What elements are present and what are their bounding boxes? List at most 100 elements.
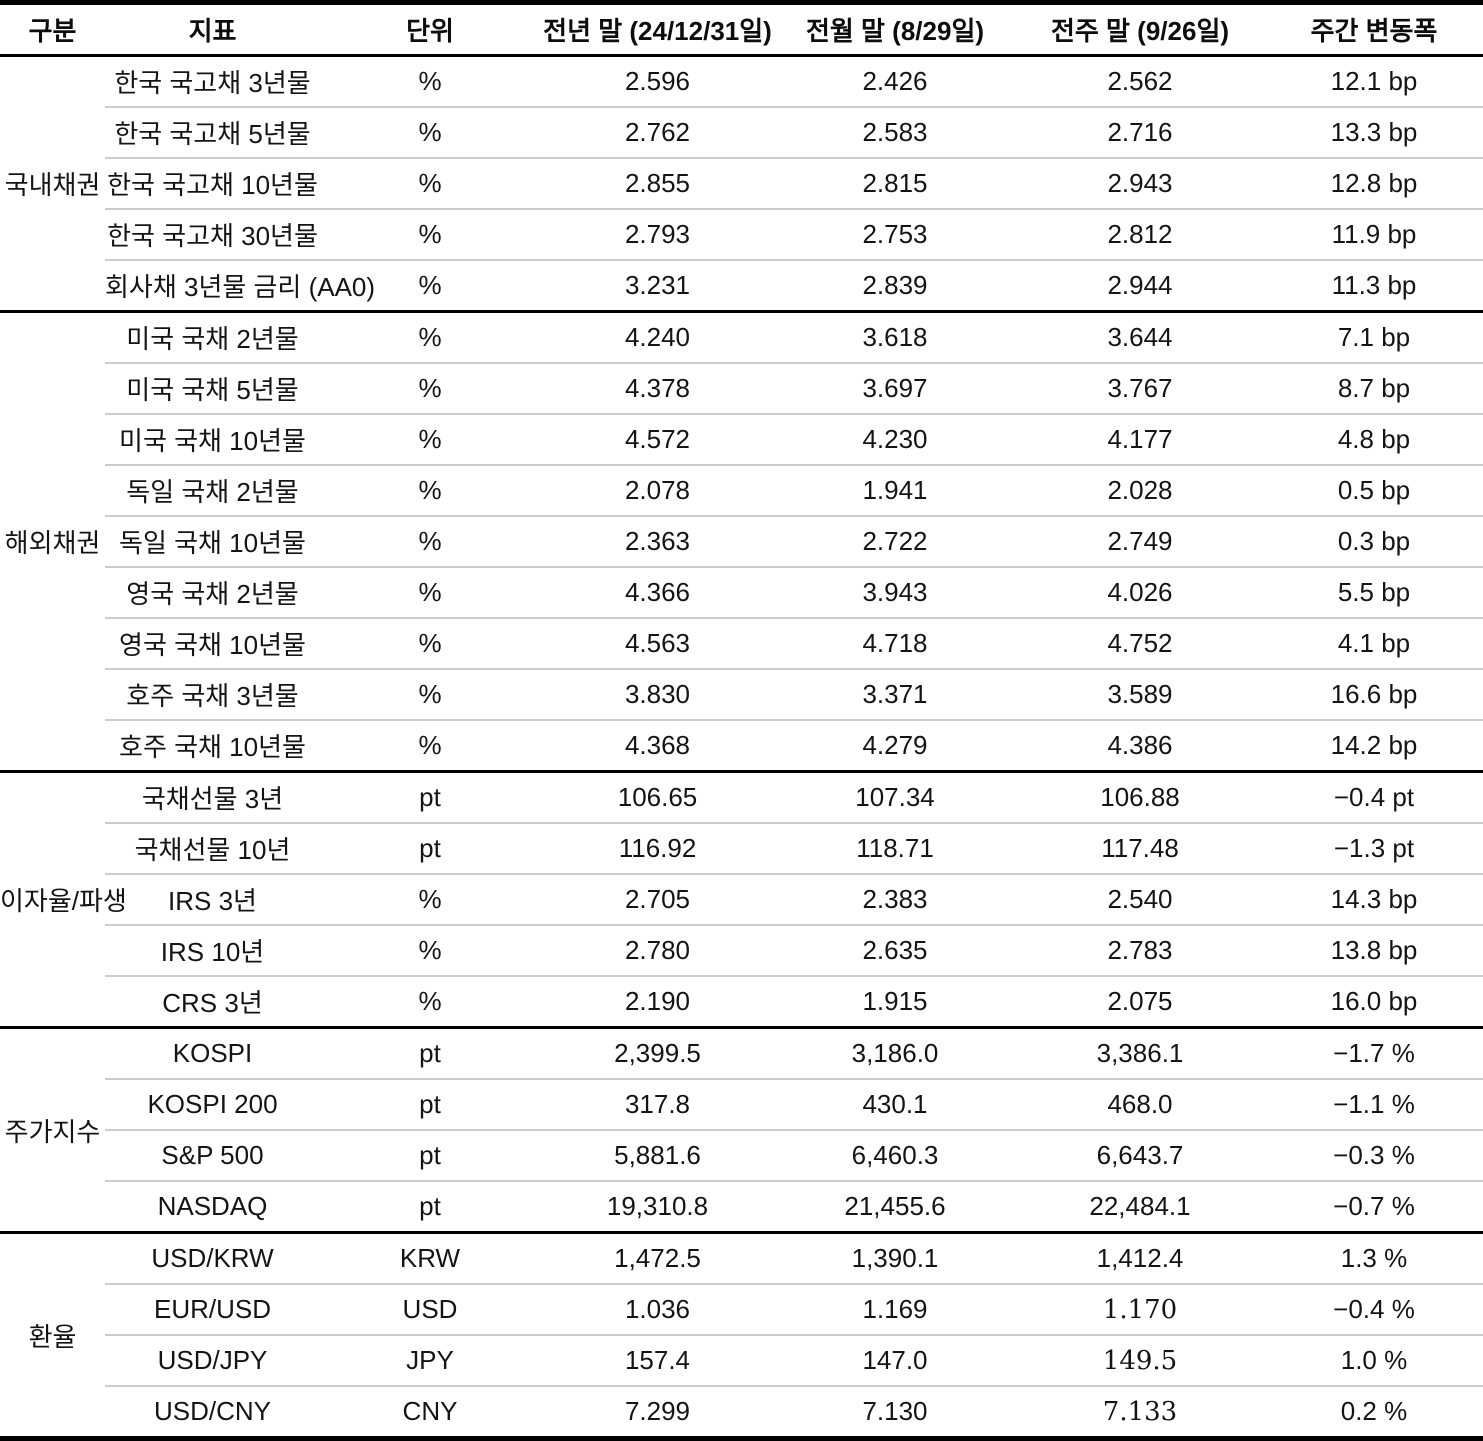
indicator-cell: 한국 국고채 5년물 bbox=[105, 106, 320, 158]
category-cell: 해외채권 bbox=[4, 528, 101, 558]
unit-cell: JPY bbox=[320, 1334, 540, 1386]
indicator-cell: EUR/USD bbox=[105, 1283, 320, 1335]
table-row: 이자율/파생 국채선물 3년 pt 106.65 107.34 106.88 −0.4 pt bbox=[0, 772, 1483, 916]
value-prev-year: 2.762 bbox=[540, 106, 775, 158]
value-prev-week: 1,412.4 bbox=[1096, 1243, 1184, 1273]
indicator-cell: 미국 국채 2년물 bbox=[126, 324, 299, 354]
value-prev-month: 2.753 bbox=[775, 208, 1015, 260]
column-header-weekly-change: 주간 변동폭 bbox=[1265, 2, 1483, 57]
value-prev-year: 2.078 bbox=[540, 464, 775, 516]
value-prev-year: 4.572 bbox=[540, 413, 775, 465]
value-prev-year: 116.92 bbox=[540, 822, 775, 874]
table-row: 국채선물 10년 pt 116.92 118.71 117.48 −1.3 pt bbox=[0, 822, 1483, 874]
value-prev-week: 6,643.7 bbox=[1015, 1129, 1265, 1181]
unit-cell: pt bbox=[419, 1038, 441, 1068]
value-weekly-change: 11.3 bp bbox=[1265, 259, 1483, 312]
indicator-cell: 국채선물 10년 bbox=[105, 822, 320, 874]
category-cell: 주가지수 bbox=[4, 1116, 101, 1147]
table-row: 영국 국채 10년물% 4.563 4.718 4.752 4.1 bp bbox=[0, 617, 1483, 669]
column-header-category: 구분 bbox=[0, 2, 105, 57]
value-prev-month: 2.635 bbox=[775, 924, 1015, 976]
table-row: 주가지수 KOSPI pt 2,399.5 3,186.0 3,386.1 −1.7 % bbox=[0, 1028, 1483, 1147]
unit-cell: % bbox=[320, 566, 540, 618]
value-prev-week: 106.88 bbox=[1100, 782, 1180, 812]
table-row: 영국 국채 2년물% 4.366 3.943 4.026 5.5 bp bbox=[0, 566, 1483, 618]
value-prev-year: 4.366 bbox=[540, 566, 775, 618]
unit-cell: KRW bbox=[399, 1243, 461, 1273]
indicator-cell: USD/JPY bbox=[105, 1334, 320, 1386]
category-cell: 이자율/파생 bbox=[0, 886, 127, 916]
value-weekly-change: 16.6 bp bbox=[1265, 668, 1483, 720]
indicator-cell: 한국 국고채 30년물 bbox=[105, 208, 320, 260]
value-prev-year: 4.368 bbox=[540, 719, 775, 772]
value-prev-year: 5,881.6 bbox=[540, 1129, 775, 1181]
section-국내채권: 국내채권 한국 국고채 3년물% 2.596 2.426 2.562 12.1 bp 한국 … bbox=[0, 55, 1483, 312]
value-prev-month: 4.279 bbox=[775, 719, 1015, 772]
value-prev-month: 118.71 bbox=[775, 822, 1015, 874]
value-prev-year: 2,399.5 bbox=[614, 1038, 701, 1068]
value-prev-year: 2.190 bbox=[540, 975, 775, 1028]
value-prev-month: 147.0 bbox=[775, 1334, 1015, 1386]
value-prev-week: 2.716 bbox=[1015, 106, 1265, 158]
unit-cell: % bbox=[320, 413, 540, 465]
indicator-cell: USD/CNY bbox=[105, 1385, 320, 1439]
value-prev-week: 2.540 bbox=[1015, 873, 1265, 925]
unit-cell: pt bbox=[419, 782, 441, 812]
value-prev-month: 4.230 bbox=[775, 413, 1015, 465]
indicator-cell: 미국 국채 10년물 bbox=[105, 413, 320, 465]
unit-cell: % bbox=[320, 924, 540, 976]
section-주가지수: 주가지수 KOSPI pt 2,399.5 3,186.0 3,386.1 −1.7 % KO… bbox=[0, 1027, 1483, 1233]
value-prev-year: 2.596 bbox=[624, 66, 691, 96]
value-prev-week: 1.170 bbox=[1015, 1283, 1265, 1335]
indicator-cell: S&P 500 bbox=[105, 1129, 320, 1181]
value-prev-month: 3.371 bbox=[775, 668, 1015, 720]
value-prev-week: 2.075 bbox=[1015, 975, 1265, 1028]
unit-cell: % bbox=[320, 157, 540, 209]
table-row: IRS 10년% 2.780 2.635 2.783 13.8 bp bbox=[0, 924, 1483, 976]
value-weekly-change: 0.2 % bbox=[1265, 1385, 1483, 1439]
unit-cell: pt bbox=[320, 1129, 540, 1181]
table-row: 호주 국채 10년물% 4.368 4.279 4.386 14.2 bp bbox=[0, 719, 1483, 772]
section-이자율/파생: 이자율/파생 국채선물 3년 pt 106.65 107.34 106.88 −0.4 pt… bbox=[0, 771, 1483, 1028]
value-prev-year: 2.705 bbox=[540, 873, 775, 925]
table-row: 한국 국고채 5년물% 2.762 2.583 2.716 13.3 bp bbox=[0, 106, 1483, 158]
value-prev-year: 2.793 bbox=[540, 208, 775, 260]
unit-cell: % bbox=[320, 362, 540, 414]
value-prev-year: 106.65 bbox=[617, 782, 698, 812]
value-weekly-change: −0.4 % bbox=[1265, 1283, 1483, 1335]
indicator-cell: KOSPI bbox=[172, 1038, 253, 1068]
value-weekly-change: 12.8 bp bbox=[1265, 157, 1483, 209]
indicator-cell: 영국 국채 10년물 bbox=[105, 617, 320, 669]
value-prev-week: 3,386.1 bbox=[1096, 1038, 1184, 1068]
value-prev-year: 2.855 bbox=[540, 157, 775, 209]
value-prev-week: 2.783 bbox=[1015, 924, 1265, 976]
unit-cell: % bbox=[418, 322, 442, 352]
value-prev-week: 4.177 bbox=[1015, 413, 1265, 465]
indicator-cell: USD/KRW bbox=[151, 1243, 274, 1273]
indicator-cell: IRS 3년 bbox=[105, 873, 320, 925]
value-prev-month: 2.839 bbox=[775, 259, 1015, 312]
table-row: NASDAQ pt 19,310.8 21,455.6 22,484.1 −0.7 % bbox=[0, 1180, 1483, 1233]
value-weekly-change: 4.1 bp bbox=[1265, 617, 1483, 669]
unit-cell: CNY bbox=[320, 1385, 540, 1439]
value-prev-year: 2.363 bbox=[540, 515, 775, 567]
indicator-cell: 국채선물 3년 bbox=[141, 784, 284, 814]
value-prev-month: 1.169 bbox=[775, 1283, 1015, 1335]
value-weekly-change: 1.0 % bbox=[1265, 1334, 1483, 1386]
value-weekly-change: −1.1 % bbox=[1265, 1078, 1483, 1130]
value-prev-month: 2.722 bbox=[775, 515, 1015, 567]
table-header: 구분 지표 단위 전년 말 (24/12/31일) 전월 말 (8/29일) 전… bbox=[0, 2, 1483, 57]
unit-cell: % bbox=[320, 975, 540, 1028]
table-row: 독일 국채 10년물% 2.363 2.722 2.749 0.3 bp bbox=[0, 515, 1483, 567]
indicator-cell: 호주 국채 3년물 bbox=[105, 668, 320, 720]
value-prev-year: 7.299 bbox=[540, 1385, 775, 1439]
value-prev-month: 6,460.3 bbox=[775, 1129, 1015, 1181]
indicator-cell: NASDAQ bbox=[105, 1180, 320, 1233]
indicator-cell: 독일 국채 10년물 bbox=[105, 515, 320, 567]
table-row: USD/JPY JPY 157.4 147.0 149.5 1.0 % bbox=[0, 1334, 1483, 1386]
value-weekly-change: 7.1 bp bbox=[1337, 322, 1411, 352]
table-row: 한국 국고채 30년물% 2.793 2.753 2.812 11.9 bp bbox=[0, 208, 1483, 260]
value-weekly-change: 12.1 bp bbox=[1330, 66, 1418, 96]
unit-cell: % bbox=[320, 208, 540, 260]
value-prev-month: 1.915 bbox=[775, 975, 1015, 1028]
